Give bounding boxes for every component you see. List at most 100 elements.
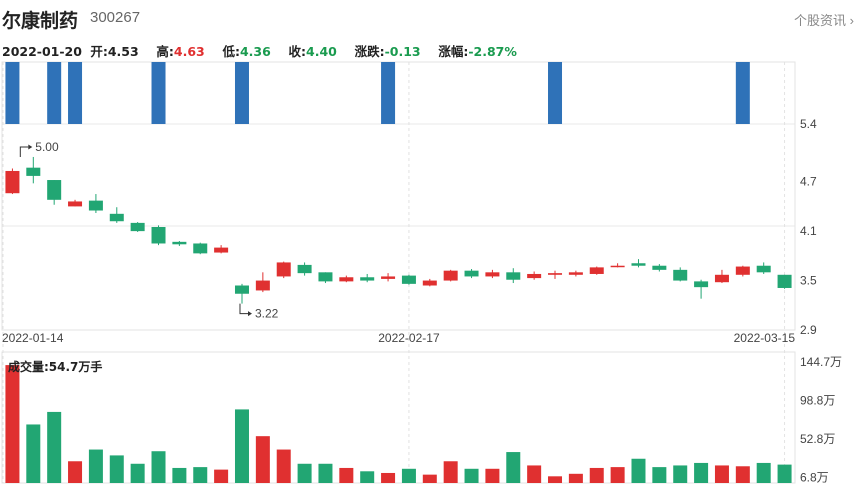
close-value: 4.40 xyxy=(306,44,337,59)
quote-date: 2022-01-20 xyxy=(2,44,82,59)
volume-bar xyxy=(360,471,375,483)
candle-body xyxy=(255,280,270,291)
candle-body xyxy=(464,270,479,277)
stock-header: 尔康制药 300267 个股资讯 › xyxy=(0,0,860,36)
volume-bar xyxy=(26,424,41,483)
volume-bar xyxy=(151,451,166,483)
candle-body xyxy=(443,270,458,281)
volume-bar xyxy=(610,467,625,483)
date-tick-label: 2022-01-14 xyxy=(2,331,64,345)
volume-bar xyxy=(68,461,83,483)
candle-body xyxy=(756,265,771,273)
volume-bar xyxy=(485,468,500,483)
candle-body xyxy=(360,277,375,281)
volume-bar xyxy=(756,462,771,483)
candle-body xyxy=(506,272,521,280)
price-tick-label: 4.7 xyxy=(800,175,817,189)
volume-bar xyxy=(276,449,291,483)
volume-bar xyxy=(339,467,354,483)
candle-body xyxy=(610,265,625,268)
event-marker xyxy=(5,62,20,124)
volume-bar xyxy=(381,472,396,483)
volume-bar xyxy=(506,452,521,483)
volume-title: 成交量:54.7万手 xyxy=(8,360,103,374)
volume-bar xyxy=(5,365,20,483)
volume-bar xyxy=(568,473,583,483)
volume-bar xyxy=(130,463,145,483)
volume-bar xyxy=(401,468,416,483)
volume-bar xyxy=(548,476,563,483)
volume-bar xyxy=(673,465,688,483)
candle-body xyxy=(422,280,437,286)
min-price-annotation: 3.22 xyxy=(255,307,279,321)
volume-bar xyxy=(422,474,437,483)
pct-label: 涨幅: xyxy=(438,44,469,59)
candle-body xyxy=(568,272,583,275)
volume-bar xyxy=(172,467,187,483)
volume-bar xyxy=(193,467,208,483)
volume-bar xyxy=(297,463,312,483)
candle-body xyxy=(47,180,62,200)
annotation-arrowhead xyxy=(247,311,252,317)
volume-bar xyxy=(714,465,729,483)
low-label: 低: xyxy=(222,44,240,59)
volume-tick-label: 52.8万 xyxy=(800,432,835,446)
volume-bar xyxy=(47,411,62,483)
candle-body xyxy=(714,274,729,283)
annotation-arrowhead xyxy=(28,144,33,150)
candle-body xyxy=(318,272,333,282)
stock-news-label: 个股资讯 xyxy=(794,13,847,28)
volume-bar xyxy=(527,465,542,483)
price-tick-label: 3.5 xyxy=(800,274,817,288)
volume-tick-label: 144.7万 xyxy=(800,355,842,369)
price-tick-label: 4.1 xyxy=(800,224,817,238)
volume-bar xyxy=(88,449,103,483)
candle-body xyxy=(777,274,792,288)
date-tick-label: 2022-03-15 xyxy=(734,331,796,345)
event-marker xyxy=(68,62,83,124)
price-tick-label: 2.9 xyxy=(800,323,817,337)
volume-bar xyxy=(443,461,458,483)
volume-panel-frame xyxy=(1,351,796,484)
stock-code: 300267 xyxy=(90,9,141,26)
volume-bar xyxy=(652,467,667,483)
candle-body xyxy=(297,264,312,274)
volume-bar xyxy=(694,462,709,483)
event-marker xyxy=(151,62,166,124)
volume-bar xyxy=(735,466,750,483)
candle-body xyxy=(151,227,166,244)
event-marker xyxy=(548,62,563,124)
volume-bar xyxy=(631,458,646,483)
candle-body xyxy=(276,262,291,277)
candle-body xyxy=(631,263,646,266)
price-tick-label: 5.4 xyxy=(800,117,817,131)
volume-bar xyxy=(464,468,479,483)
volume-bar xyxy=(214,469,229,483)
candle-body xyxy=(193,243,208,254)
candle-body xyxy=(589,267,604,274)
volume-tick-label: 98.8万 xyxy=(800,393,835,407)
candle-body xyxy=(694,281,709,288)
event-marker xyxy=(47,62,62,124)
candle-body xyxy=(26,167,41,176)
high-label: 高: xyxy=(156,44,174,59)
volume-bar xyxy=(589,467,604,483)
candle-body xyxy=(109,213,124,222)
candle-body xyxy=(548,273,563,275)
candle-body xyxy=(381,276,396,279)
candle-body xyxy=(339,277,354,282)
pct-value: -2.87% xyxy=(468,44,517,59)
candle-body xyxy=(234,285,249,294)
low-value: 4.36 xyxy=(239,44,271,59)
stock-news-link[interactable]: 个股资讯 › xyxy=(794,10,854,29)
candle-body xyxy=(5,170,20,194)
close-label: 收: xyxy=(288,44,307,59)
open-label: 开: xyxy=(90,44,108,59)
candle-body xyxy=(68,201,83,207)
date-tick-label: 2022-02-17 xyxy=(378,331,440,345)
change-value: -0.13 xyxy=(384,44,421,59)
event-marker xyxy=(381,62,396,124)
chevron-right-icon: › xyxy=(849,13,854,28)
change-label: 涨跌: xyxy=(354,44,385,59)
